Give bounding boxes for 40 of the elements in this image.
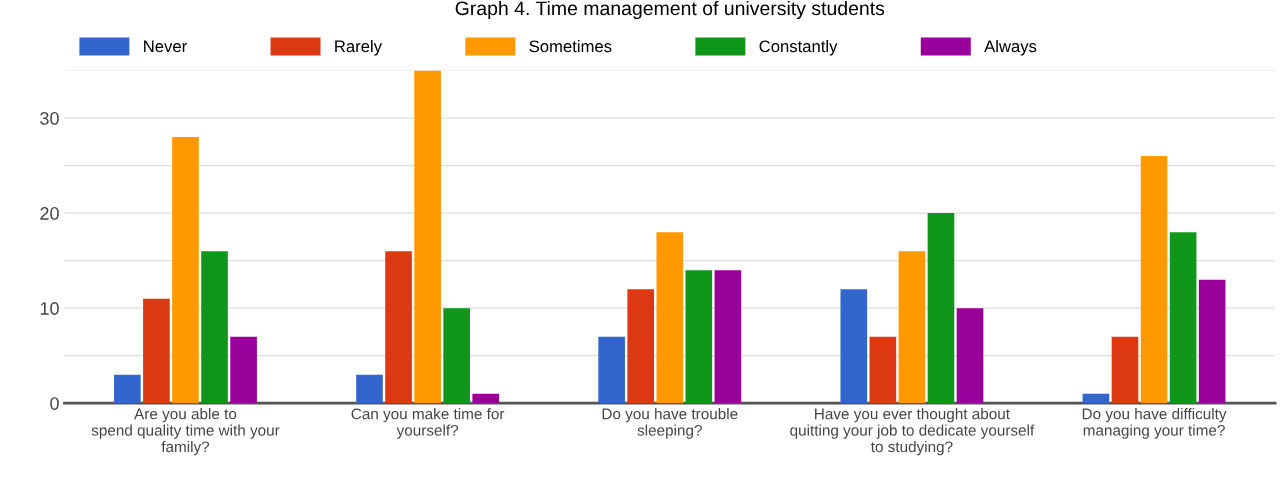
bar [443, 308, 470, 404]
y-tick-label: 30 [40, 112, 59, 125]
bar [230, 336, 257, 404]
bar [1169, 232, 1197, 404]
x-tick-label: Do you have trouble sleeping? [602, 408, 738, 439]
bar [172, 137, 199, 404]
x-tick-label: Are you able to spend quality time with your family? [91, 408, 280, 456]
y-tick-label: 20 [40, 207, 59, 220]
legend-label: Sometimes [529, 39, 612, 53]
bar [414, 70, 441, 404]
legend-label: Constantly [759, 39, 838, 56]
bar [201, 251, 228, 404]
bar [143, 298, 170, 404]
bar [656, 232, 684, 404]
legend-label: Always [984, 39, 1037, 56]
bar [898, 251, 926, 404]
x-tick-label: Have you ever thought about quitting your job to dedicate yourself to studying? [790, 408, 1035, 456]
bar [714, 270, 742, 404]
bar [1140, 156, 1168, 404]
x-tick-label: Can you make time for yourself? [351, 408, 505, 439]
legend-label: Never [144, 40, 187, 53]
y-tick-label: 10 [40, 302, 59, 315]
bar [840, 289, 868, 404]
bar [927, 213, 955, 404]
bar [627, 289, 655, 404]
bar [356, 374, 383, 404]
bar [1111, 336, 1139, 404]
bar [114, 374, 141, 404]
chart-title: Graph 4. Time management of university students [455, 0, 885, 20]
bar [472, 393, 500, 404]
bar [385, 251, 412, 404]
bar [869, 336, 897, 404]
bar [1082, 393, 1110, 404]
bar [598, 336, 625, 404]
bar [685, 270, 713, 404]
y-tick-label: 0 [50, 397, 59, 410]
legend-label: Rarely [335, 39, 382, 56]
x-tick-label: Do you have difficulty managing your time? [1082, 408, 1227, 439]
bar [956, 308, 984, 404]
bar [1198, 279, 1226, 404]
